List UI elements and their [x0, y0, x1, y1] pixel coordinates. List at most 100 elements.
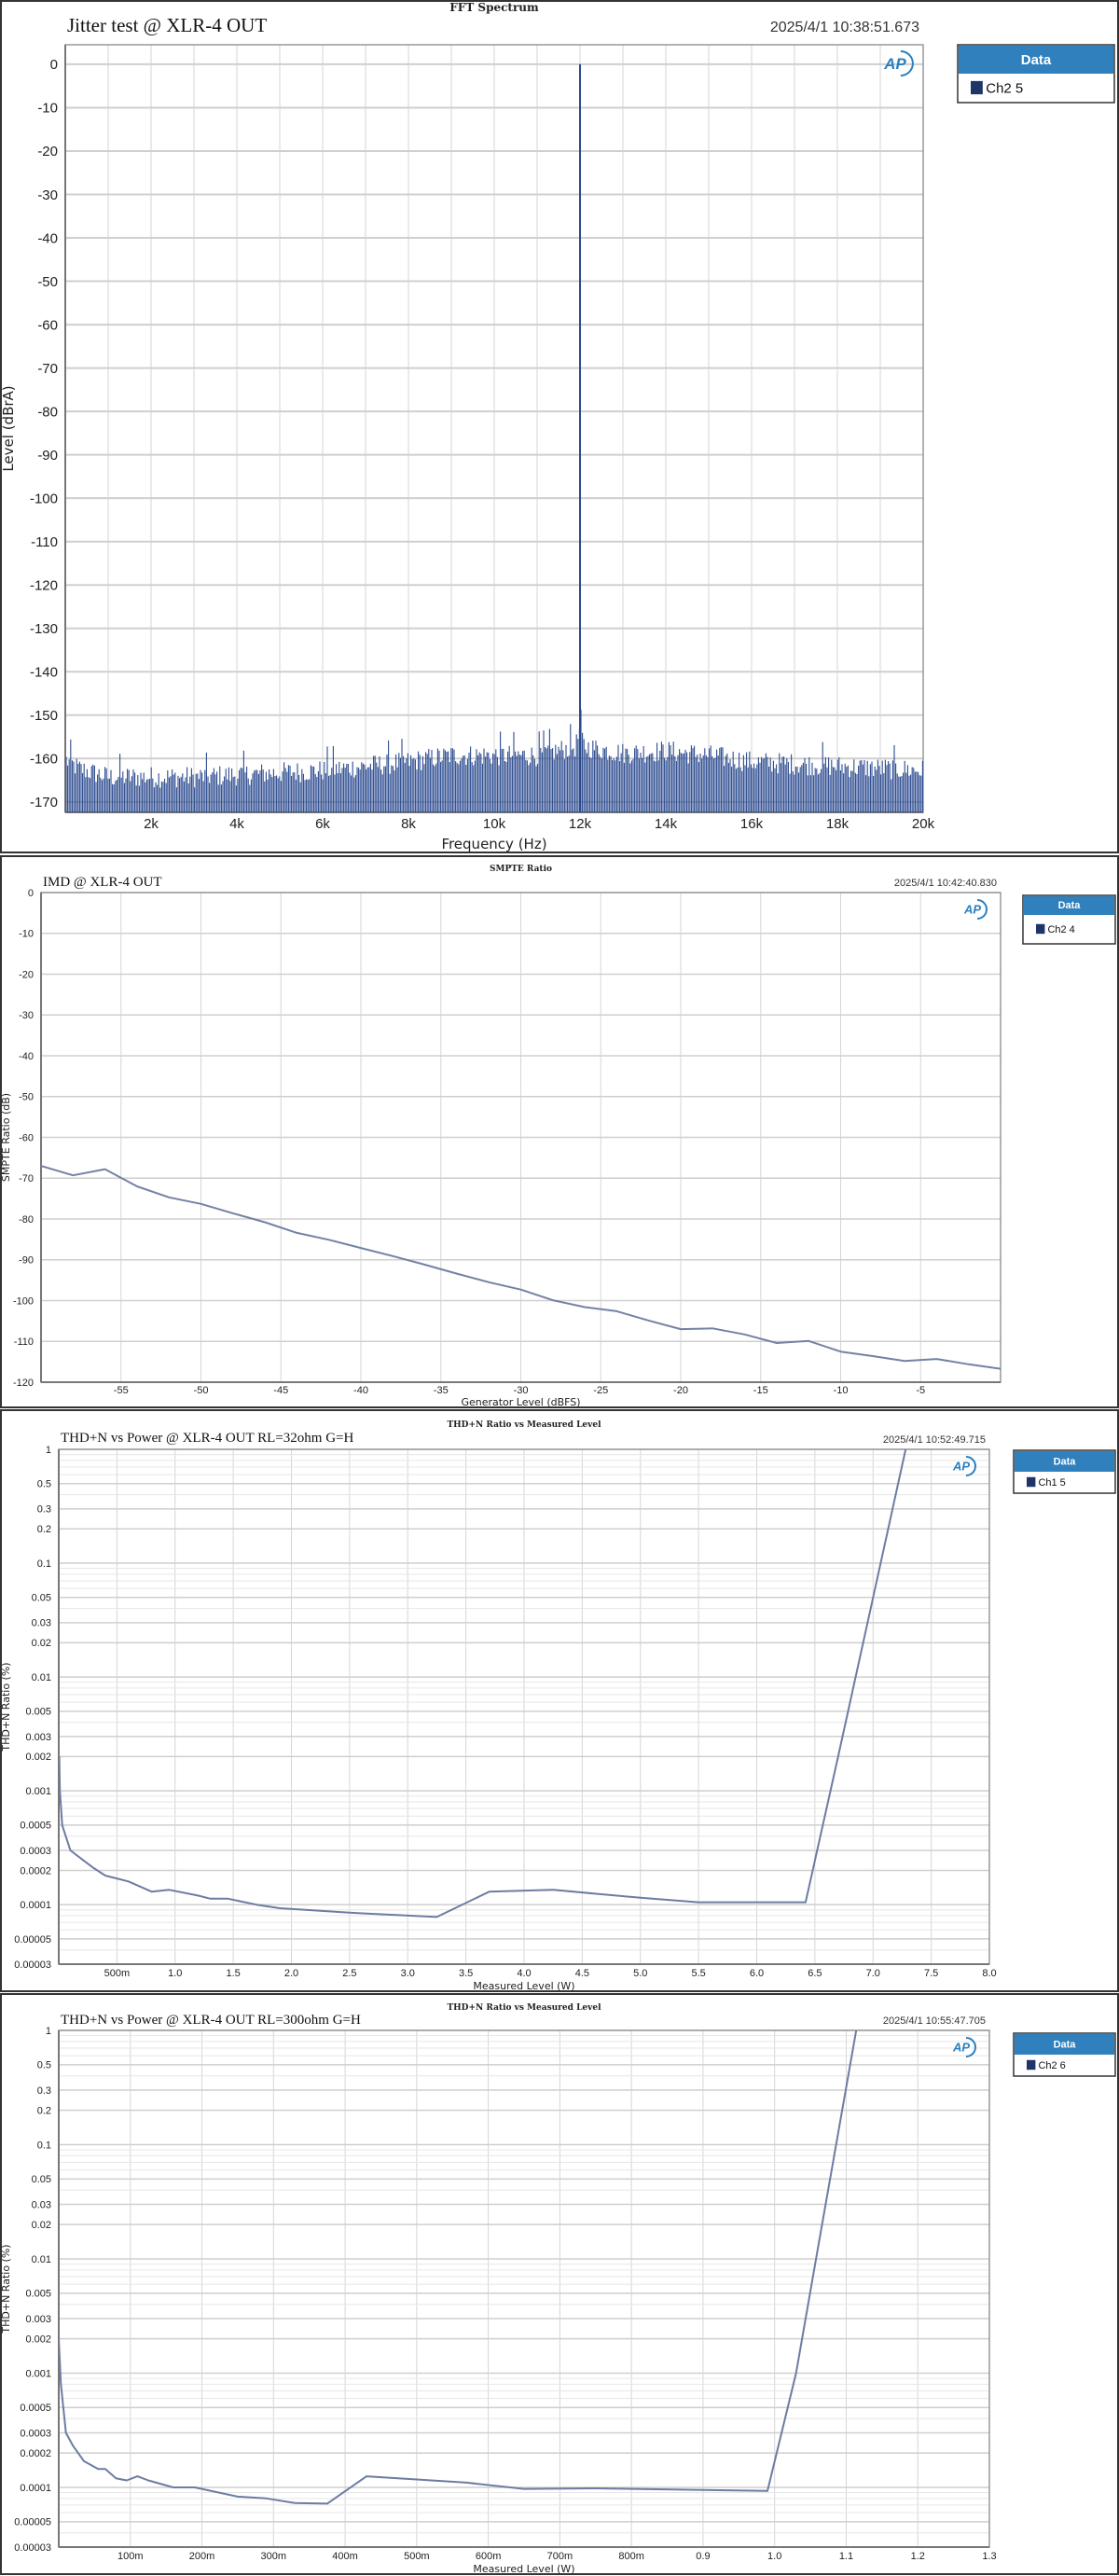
svg-text:AP: AP — [963, 903, 981, 917]
legend-header-label: Data — [1054, 2039, 1077, 2050]
y-tick-label: -80 — [37, 404, 58, 420]
legend-item-label[interactable]: Ch2 6 — [1038, 2060, 1065, 2071]
y-tick-label: -140 — [30, 665, 58, 681]
y-tick-label: 1 — [46, 1445, 51, 1456]
x-tick-label: 400m — [332, 2551, 358, 2562]
ap-logo-icon: AP — [952, 2037, 976, 2057]
x-tick-label: 7.0 — [866, 1968, 880, 1979]
y-tick-label: 0.05 — [32, 2174, 51, 2185]
x-tick-label: 0.9 — [696, 2551, 710, 2562]
x-tick-label: 700m — [547, 2551, 573, 2562]
chart-heading: THD+N Ratio vs Measured Level — [447, 2003, 601, 2013]
y-tick-label: -10 — [19, 929, 34, 940]
x-tick-label: 14k — [655, 816, 678, 832]
y-tick-label: 0.05 — [32, 1593, 51, 1604]
x-tick-label: -35 — [434, 1385, 449, 1396]
y-tick-label: -30 — [37, 187, 58, 203]
chart-panel-1: FFT Spectrum Jitter test @ XLR-4 OUT 2025/… — [0, 0, 1119, 853]
grid — [64, 45, 924, 812]
x-tick-label: -10 — [834, 1385, 849, 1396]
y-tick-label: 0.2 — [37, 2105, 51, 2116]
legend-swatch[interactable] — [1027, 1476, 1036, 1488]
y-tick-label: 0.001 — [25, 1786, 51, 1797]
x-tick-label: 5.0 — [633, 1968, 647, 1979]
y-tick-label: -90 — [19, 1255, 34, 1267]
chart-timestamp: 2025/4/1 10:38:51.673 — [770, 20, 919, 35]
y-tick-label: 0 — [50, 57, 58, 73]
y-tick-label: 0.3 — [37, 2085, 51, 2097]
legend-header-label: Data — [1058, 900, 1082, 911]
y-axis-label: THD+N Ratio (%) — [0, 1662, 12, 1752]
y-tick-label: -160 — [30, 752, 58, 768]
y-tick-label: 0.3 — [37, 1504, 51, 1516]
legend[interactable]: Data Ch1 5 — [1013, 1449, 1116, 1494]
y-tick-label: -130 — [30, 621, 58, 637]
x-tick-label: 1.0 — [168, 1968, 182, 1979]
x-tick-label: 10k — [483, 816, 506, 832]
y-tick-label: 0.005 — [25, 2289, 51, 2300]
y-tick-label: 0.001 — [25, 2368, 51, 2379]
series-2 — [41, 1165, 1001, 1370]
chart-heading: SMPTE Ratio — [490, 865, 552, 874]
panel-border — [0, 1409, 1119, 1992]
chart-heading: THD+N Ratio vs Measured Level — [447, 1420, 601, 1430]
y-tick-label: 0.2 — [37, 1524, 51, 1535]
y-tick-label: -20 — [19, 969, 34, 980]
x-tick-label: 4k — [229, 816, 244, 832]
legend-swatch[interactable] — [971, 80, 983, 95]
chart-panel-4: THD+N Ratio vs Measured Level THD+N vs Po… — [0, 1993, 1119, 2575]
chart-timestamp: 2025/4/1 10:55:47.705 — [883, 2015, 986, 2027]
legend-item-label[interactable]: Ch2 5 — [986, 80, 1023, 96]
y-tick-label: -100 — [13, 1295, 34, 1307]
grid — [58, 2029, 990, 2548]
y-tick-label: -150 — [30, 708, 58, 724]
x-tick-label: 8k — [401, 816, 416, 832]
y-axis-label: THD+N Ratio (%) — [0, 2244, 12, 2334]
y-tick-label: 0.0002 — [20, 1865, 51, 1877]
y-tick-label: 0.02 — [32, 2220, 51, 2231]
legend-swatch[interactable] — [1036, 923, 1045, 935]
y-tick-label: -70 — [19, 1173, 34, 1184]
legend-item-label[interactable]: Ch1 5 — [1038, 1477, 1065, 1489]
legend[interactable]: Data Ch2 5 — [957, 44, 1115, 104]
x-tick-label: 5.5 — [691, 1968, 705, 1979]
y-tick-label: -120 — [13, 1378, 34, 1389]
x-axis-label: Measured Level (W) — [473, 2563, 574, 2575]
ap-logo-icon: AP — [952, 1456, 976, 1476]
x-tick-label: -25 — [593, 1385, 608, 1396]
x-tick-label: 3.5 — [459, 1968, 473, 1979]
y-tick-label: -40 — [19, 1051, 34, 1062]
y-tick-label: 0.003 — [25, 1732, 51, 1743]
series-1 — [65, 63, 923, 812]
legend[interactable]: Data Ch2 4 — [1022, 894, 1116, 945]
y-tick-label: 0.00003 — [14, 2542, 51, 2554]
y-tick-label: -70 — [37, 361, 58, 377]
y-tick-label: 0 — [28, 888, 34, 899]
svg-text:AP: AP — [952, 2041, 970, 2055]
legend[interactable]: Data Ch2 6 — [1013, 2032, 1116, 2077]
y-tick-label: -100 — [30, 491, 58, 506]
x-tick-label: 500m — [404, 2551, 430, 2562]
legend-swatch[interactable] — [1027, 2059, 1036, 2070]
x-tick-label: 2.0 — [284, 1968, 298, 1979]
y-tick-label: -90 — [37, 448, 58, 464]
legend-header-label: Data — [1054, 1456, 1077, 1467]
legend-item-label[interactable]: Ch2 4 — [1047, 924, 1074, 935]
panel-border — [0, 855, 1119, 1408]
legend-header — [1024, 896, 1114, 915]
chart-heading: FFT Spectrum — [449, 1, 539, 14]
x-tick-label: 18k — [826, 816, 850, 832]
x-tick-label: 1.0 — [767, 2551, 781, 2562]
x-tick-label: 1.2 — [911, 2551, 925, 2562]
y-tick-label: -50 — [37, 274, 58, 290]
x-tick-label: -15 — [753, 1385, 768, 1396]
x-tick-label: 2.5 — [342, 1968, 356, 1979]
y-tick-label: 0.1 — [37, 2140, 51, 2151]
x-tick-label: 300m — [261, 2551, 287, 2562]
chart-timestamp: 2025/4/1 10:52:49.715 — [883, 1434, 986, 1446]
y-tick-label: 0.00003 — [14, 1960, 51, 1971]
x-tick-label: 1.5 — [226, 1968, 240, 1979]
chart-title: IMD @ XLR-4 OUT — [43, 875, 162, 890]
y-tick-label: 0.002 — [25, 2334, 51, 2345]
